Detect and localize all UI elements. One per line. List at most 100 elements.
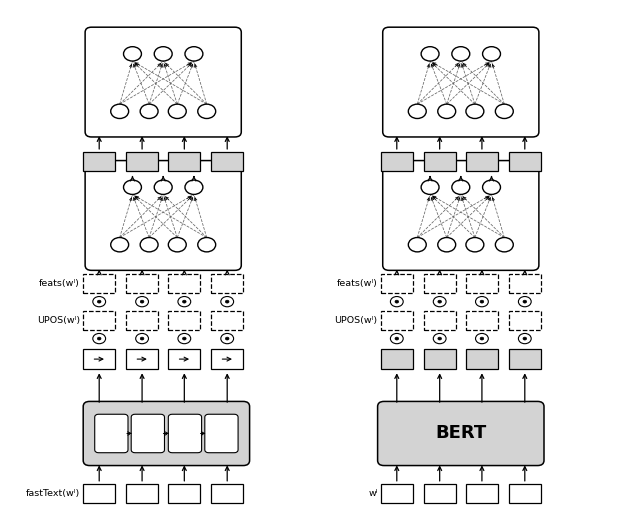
FancyBboxPatch shape: [424, 349, 456, 369]
Circle shape: [185, 47, 203, 61]
Text: BERT: BERT: [435, 424, 486, 443]
Circle shape: [140, 337, 144, 340]
Circle shape: [408, 238, 426, 252]
FancyBboxPatch shape: [95, 415, 128, 453]
Circle shape: [483, 180, 500, 194]
FancyBboxPatch shape: [168, 349, 200, 369]
FancyBboxPatch shape: [83, 311, 115, 330]
FancyBboxPatch shape: [83, 484, 115, 503]
FancyBboxPatch shape: [381, 349, 413, 369]
Text: UPOS(wᴵ): UPOS(wᴵ): [335, 316, 378, 325]
Text: UPOS(wᴵ): UPOS(wᴵ): [37, 316, 80, 325]
FancyBboxPatch shape: [424, 311, 456, 330]
Circle shape: [495, 238, 513, 252]
Circle shape: [433, 297, 446, 307]
FancyBboxPatch shape: [383, 27, 539, 137]
FancyBboxPatch shape: [381, 311, 413, 330]
Circle shape: [168, 104, 186, 119]
Circle shape: [438, 337, 442, 340]
Circle shape: [466, 104, 484, 119]
Circle shape: [140, 300, 144, 303]
Circle shape: [495, 104, 513, 119]
FancyBboxPatch shape: [466, 152, 498, 171]
FancyBboxPatch shape: [381, 152, 413, 171]
FancyBboxPatch shape: [168, 415, 202, 453]
Circle shape: [198, 238, 216, 252]
FancyBboxPatch shape: [466, 484, 498, 503]
Circle shape: [93, 333, 106, 344]
Circle shape: [433, 333, 446, 344]
FancyBboxPatch shape: [378, 401, 544, 466]
FancyBboxPatch shape: [168, 311, 200, 330]
FancyBboxPatch shape: [85, 27, 241, 137]
FancyBboxPatch shape: [126, 349, 158, 369]
Circle shape: [480, 300, 484, 303]
FancyBboxPatch shape: [131, 415, 164, 453]
FancyBboxPatch shape: [424, 484, 456, 503]
Circle shape: [111, 238, 129, 252]
Circle shape: [178, 333, 191, 344]
FancyBboxPatch shape: [509, 349, 541, 369]
Circle shape: [518, 297, 531, 307]
FancyBboxPatch shape: [424, 274, 456, 293]
Circle shape: [185, 180, 203, 194]
Circle shape: [154, 180, 172, 194]
FancyBboxPatch shape: [168, 484, 200, 503]
FancyBboxPatch shape: [466, 274, 498, 293]
FancyBboxPatch shape: [509, 152, 541, 171]
FancyBboxPatch shape: [205, 415, 238, 453]
FancyBboxPatch shape: [83, 401, 250, 466]
FancyBboxPatch shape: [381, 274, 413, 293]
Circle shape: [140, 238, 158, 252]
Circle shape: [408, 104, 426, 119]
FancyBboxPatch shape: [211, 349, 243, 369]
FancyBboxPatch shape: [424, 152, 456, 171]
FancyBboxPatch shape: [83, 152, 115, 171]
FancyBboxPatch shape: [211, 311, 243, 330]
Circle shape: [421, 47, 439, 61]
Circle shape: [523, 337, 527, 340]
Circle shape: [438, 104, 456, 119]
FancyBboxPatch shape: [211, 274, 243, 293]
FancyBboxPatch shape: [126, 152, 158, 171]
FancyBboxPatch shape: [83, 274, 115, 293]
FancyBboxPatch shape: [509, 311, 541, 330]
Circle shape: [421, 180, 439, 194]
Circle shape: [221, 297, 234, 307]
Circle shape: [438, 238, 456, 252]
Circle shape: [476, 333, 488, 344]
Circle shape: [466, 238, 484, 252]
Circle shape: [182, 300, 186, 303]
Circle shape: [97, 337, 101, 340]
FancyBboxPatch shape: [83, 349, 115, 369]
FancyBboxPatch shape: [383, 161, 539, 270]
Circle shape: [523, 300, 527, 303]
FancyBboxPatch shape: [211, 484, 243, 503]
Text: fastText(wᴵ): fastText(wᴵ): [26, 489, 80, 498]
FancyBboxPatch shape: [85, 161, 241, 270]
Text: feats(wᴵ): feats(wᴵ): [39, 279, 80, 288]
Circle shape: [140, 104, 158, 119]
FancyBboxPatch shape: [466, 349, 498, 369]
Circle shape: [111, 104, 129, 119]
Circle shape: [452, 180, 470, 194]
Circle shape: [198, 104, 216, 119]
FancyBboxPatch shape: [509, 274, 541, 293]
Circle shape: [518, 333, 531, 344]
FancyBboxPatch shape: [126, 311, 158, 330]
Circle shape: [395, 300, 399, 303]
FancyBboxPatch shape: [126, 484, 158, 503]
Circle shape: [438, 300, 442, 303]
Circle shape: [182, 337, 186, 340]
FancyBboxPatch shape: [168, 152, 200, 171]
Circle shape: [124, 47, 141, 61]
Circle shape: [136, 297, 148, 307]
Circle shape: [124, 180, 141, 194]
Circle shape: [225, 300, 229, 303]
Circle shape: [168, 238, 186, 252]
FancyBboxPatch shape: [509, 484, 541, 503]
Circle shape: [154, 47, 172, 61]
FancyBboxPatch shape: [168, 274, 200, 293]
Circle shape: [452, 47, 470, 61]
Circle shape: [483, 47, 500, 61]
